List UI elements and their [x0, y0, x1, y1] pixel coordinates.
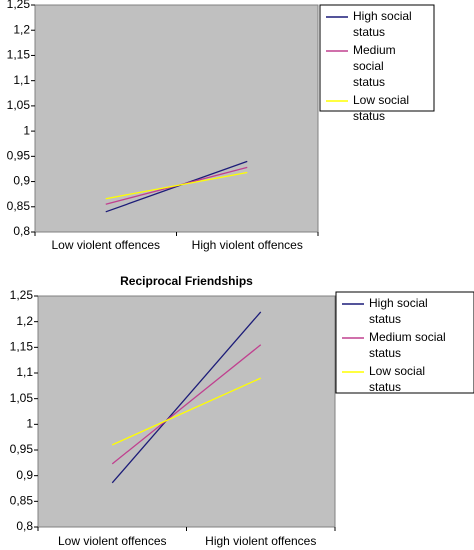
y-tick-label: 1,1	[13, 73, 30, 87]
legend-box	[319, 4, 435, 112]
y-tick-label: 1	[26, 417, 33, 431]
y-tick-label: 0,85	[7, 199, 31, 213]
series-line	[111, 377, 262, 446]
y-tick-label: 0,85	[10, 494, 34, 508]
legend-label: Low social status	[369, 364, 425, 394]
y-tick-label: 1,25	[10, 288, 34, 302]
y-tick-label: 1,15	[7, 48, 31, 62]
plot-area	[34, 4, 319, 233]
legend-label: High social status	[353, 9, 412, 39]
y-tick-label: 0,8	[16, 519, 33, 533]
legend-box	[335, 291, 474, 394]
y-tick-label: 0,9	[16, 468, 33, 482]
x-tick-label: Low violent offences	[58, 534, 167, 548]
legend-label: Medium social status	[369, 330, 446, 360]
y-tick-label: 1	[23, 123, 30, 137]
y-tick-label: 1,2	[13, 22, 30, 36]
y-tick-label: 1,15	[10, 340, 34, 354]
y-tick-label: 0,95	[10, 442, 34, 456]
x-tick-label: Low violent offences	[51, 238, 160, 252]
chart-title: Reciprocal Friendships	[120, 274, 253, 288]
y-tick-label: 1,05	[7, 98, 31, 112]
y-tick-label: 0,95	[7, 149, 31, 163]
y-tick-label: 0,9	[13, 174, 30, 188]
y-tick-label: 1,05	[10, 391, 34, 405]
legend-label: Low social status	[353, 93, 409, 123]
y-tick-label: 1,25	[7, 0, 31, 11]
series-line	[111, 311, 262, 484]
x-tick-label: High violent offences	[192, 238, 303, 252]
y-tick-label: 1,1	[16, 365, 33, 379]
series-line	[105, 171, 248, 200]
legend-label: High social status	[369, 296, 428, 326]
y-tick-label: 0,8	[13, 224, 30, 238]
series-line	[105, 160, 248, 213]
y-tick-label: 1,2	[16, 314, 33, 328]
series-line	[111, 344, 262, 465]
x-tick-label: High violent offences	[205, 534, 316, 548]
legend-label: Medium social status	[353, 43, 396, 89]
